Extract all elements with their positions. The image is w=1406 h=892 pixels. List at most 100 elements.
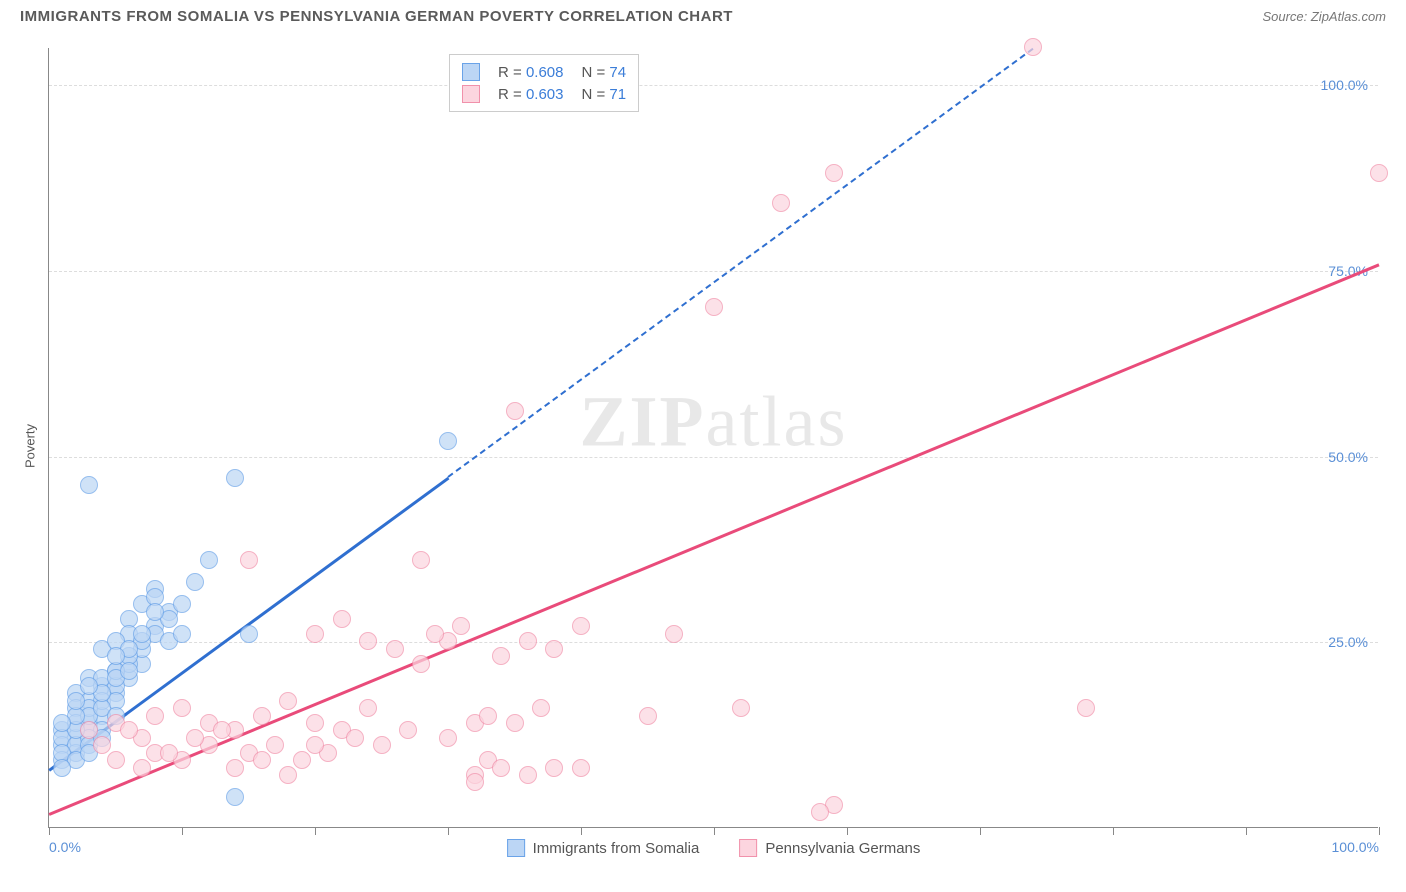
data-point xyxy=(53,759,71,777)
xtick xyxy=(980,827,981,835)
data-point xyxy=(439,432,457,450)
xtick xyxy=(49,827,50,835)
data-point xyxy=(279,766,297,784)
xtick xyxy=(581,827,582,835)
data-point xyxy=(133,759,151,777)
data-point xyxy=(253,707,271,725)
xtick xyxy=(448,827,449,835)
stats-row-series-1: R = 0.608 N = 74 xyxy=(462,61,626,83)
data-point xyxy=(399,721,417,739)
data-point xyxy=(120,721,138,739)
swatch-series-2 xyxy=(462,85,480,103)
data-point xyxy=(80,721,98,739)
xtick xyxy=(1379,827,1380,835)
data-point xyxy=(266,736,284,754)
data-point xyxy=(492,647,510,665)
data-point xyxy=(359,632,377,650)
xtick-label-max: 100.0% xyxy=(1332,839,1379,855)
data-point xyxy=(213,721,231,739)
data-point xyxy=(665,625,683,643)
data-point xyxy=(346,729,364,747)
legend-item-1: Immigrants from Somalia xyxy=(507,839,700,857)
data-point xyxy=(412,655,430,673)
xtick xyxy=(1113,827,1114,835)
data-point xyxy=(133,625,151,643)
scatter-chart: ZIPatlas R = 0.608 N = 74 R = 0.603 N = … xyxy=(48,48,1378,828)
data-point xyxy=(386,640,404,658)
n-value-2: 71 xyxy=(609,86,626,103)
data-point xyxy=(186,573,204,591)
data-point xyxy=(492,759,510,777)
y-axis-label: Poverty xyxy=(23,424,38,468)
data-point xyxy=(811,803,829,821)
legend-item-2: Pennsylvania Germans xyxy=(739,839,920,857)
gridline xyxy=(49,85,1378,86)
watermark: ZIPatlas xyxy=(580,380,848,463)
data-point xyxy=(107,647,125,665)
ytick-label: 50.0% xyxy=(1328,449,1368,465)
source-attribution: Source: ZipAtlas.com xyxy=(1262,9,1386,24)
data-point xyxy=(506,714,524,732)
data-point xyxy=(160,744,178,762)
data-point xyxy=(572,759,590,777)
data-point xyxy=(226,469,244,487)
data-point xyxy=(80,677,98,695)
data-point xyxy=(80,476,98,494)
data-point xyxy=(519,766,537,784)
data-point xyxy=(1077,699,1095,717)
data-point xyxy=(67,692,85,710)
data-point xyxy=(240,551,258,569)
data-point xyxy=(479,707,497,725)
r-value-2: 0.603 xyxy=(526,86,564,103)
data-point xyxy=(412,551,430,569)
title-bar: IMMIGRANTS FROM SOMALIA VS PENNSYLVANIA … xyxy=(0,0,1406,29)
ytick-label: 100.0% xyxy=(1321,77,1368,93)
data-point xyxy=(466,773,484,791)
data-point xyxy=(306,736,324,754)
xtick xyxy=(847,827,848,835)
xtick xyxy=(182,827,183,835)
data-point xyxy=(1370,164,1388,182)
data-point xyxy=(532,699,550,717)
swatch-legend-1 xyxy=(507,839,525,857)
data-point xyxy=(200,551,218,569)
data-point xyxy=(107,751,125,769)
n-value-1: 74 xyxy=(609,64,626,81)
bottom-legend: Immigrants from Somalia Pennsylvania Ger… xyxy=(507,839,921,857)
data-point xyxy=(373,736,391,754)
stats-row-series-2: R = 0.603 N = 71 xyxy=(462,83,626,105)
data-point xyxy=(519,632,537,650)
data-point xyxy=(240,625,258,643)
data-point xyxy=(1024,38,1042,56)
legend-label-2: Pennsylvania Germans xyxy=(765,840,920,857)
swatch-series-1 xyxy=(462,63,480,81)
data-point xyxy=(572,617,590,635)
data-point xyxy=(452,617,470,635)
data-point xyxy=(772,194,790,212)
data-point xyxy=(173,625,191,643)
xtick xyxy=(315,827,316,835)
data-point xyxy=(226,759,244,777)
swatch-legend-2 xyxy=(739,839,757,857)
data-point xyxy=(825,164,843,182)
data-point xyxy=(186,729,204,747)
data-point xyxy=(333,610,351,628)
data-point xyxy=(732,699,750,717)
xtick xyxy=(1246,827,1247,835)
data-point xyxy=(279,692,297,710)
data-point xyxy=(545,759,563,777)
data-point xyxy=(426,625,444,643)
trend-line xyxy=(49,264,1380,816)
gridline xyxy=(49,457,1378,458)
trend-line xyxy=(447,48,1033,478)
data-point xyxy=(226,788,244,806)
data-point xyxy=(146,707,164,725)
xtick-label-min: 0.0% xyxy=(49,839,81,855)
data-point xyxy=(253,751,271,769)
ytick-label: 25.0% xyxy=(1328,634,1368,650)
data-point xyxy=(146,603,164,621)
chart-title: IMMIGRANTS FROM SOMALIA VS PENNSYLVANIA … xyxy=(20,8,733,25)
data-point xyxy=(306,714,324,732)
correlation-stats-box: R = 0.608 N = 74 R = 0.603 N = 71 xyxy=(449,54,639,112)
data-point xyxy=(439,729,457,747)
